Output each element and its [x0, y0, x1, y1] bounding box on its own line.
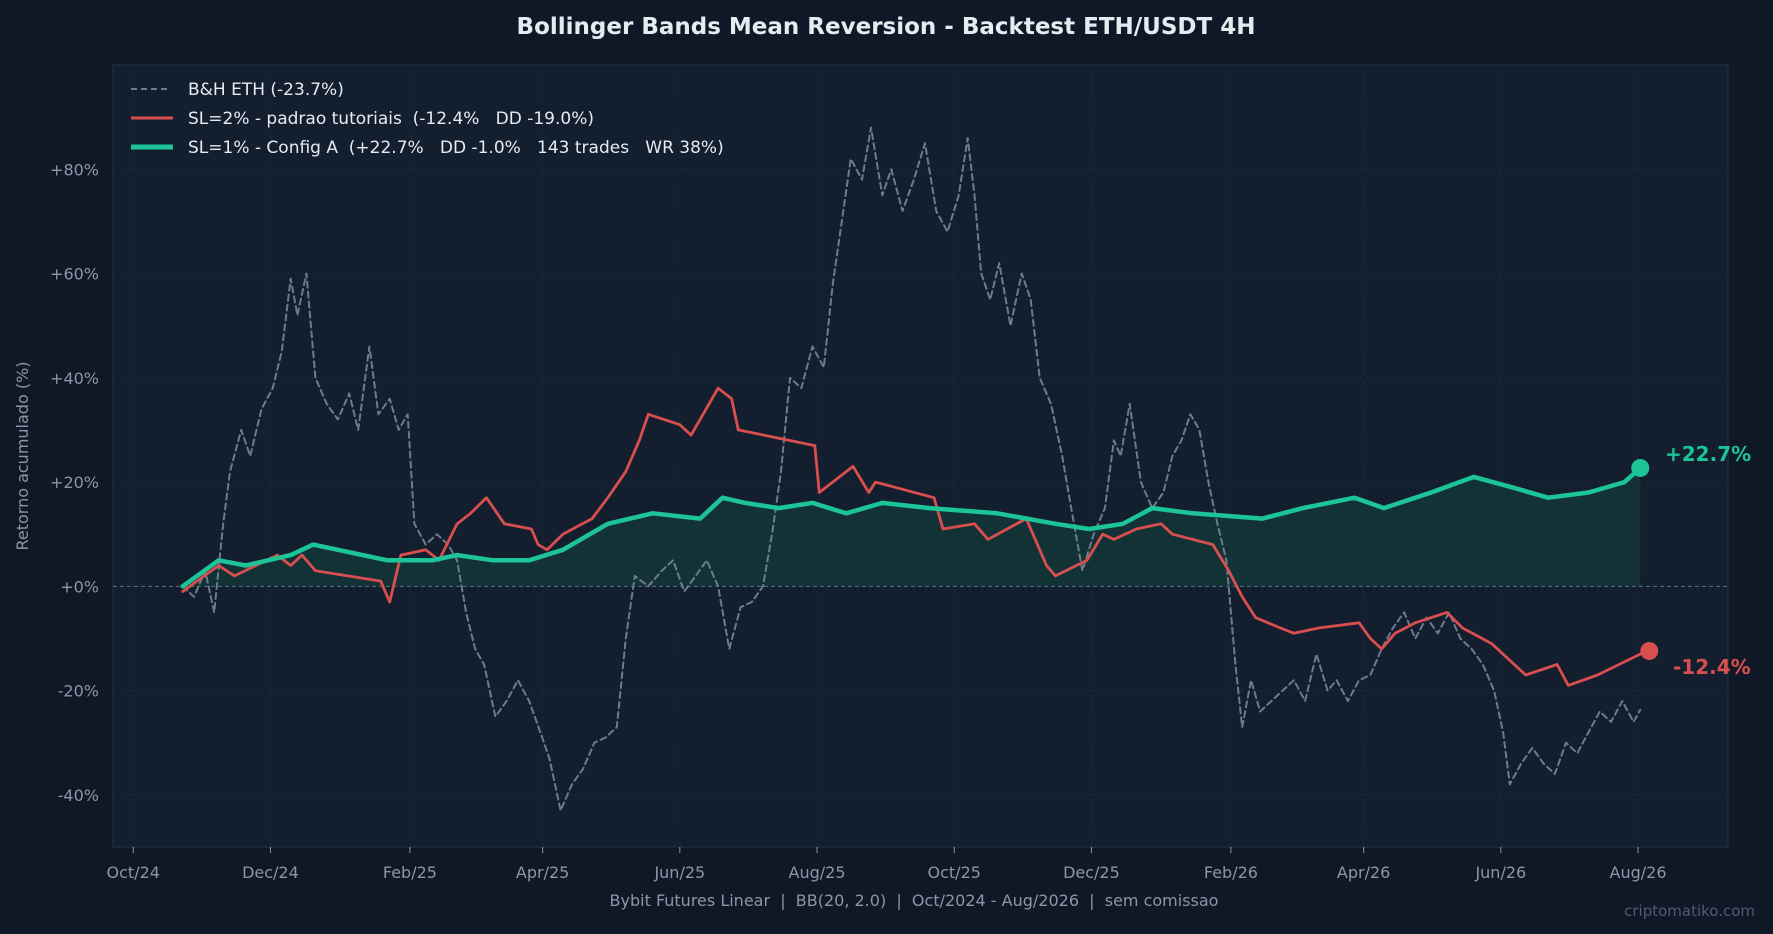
watermark: criptomatiko.com: [1624, 902, 1755, 920]
y-tick-label: +60%: [50, 265, 99, 284]
x-tick-label: Jun/26: [1474, 863, 1526, 882]
x-tick-label: Aug/25: [789, 863, 846, 882]
x-tick-label: Apr/25: [516, 863, 569, 882]
x-tick-label: Feb/26: [1204, 863, 1258, 882]
chart-title: Bollinger Bands Mean Reversion - Backtes…: [517, 14, 1256, 40]
y-tick-label: +20%: [50, 473, 99, 492]
y-tick-label: -20%: [58, 682, 99, 701]
series-line-sl1: [180, 465, 1643, 589]
end-marker-sl2: [1640, 641, 1659, 660]
x-tick-label: Apr/26: [1337, 863, 1390, 882]
y-tick-label: -40%: [58, 786, 99, 805]
series-line-bh: [181, 126, 1642, 812]
x-tick-label: Feb/25: [383, 863, 437, 882]
chart-caption: Bybit Futures Linear | BB(20, 2.0) | Oct…: [610, 891, 1219, 910]
series-line-sl2: [181, 386, 1651, 687]
legend-label-sl1: SL=1% - Config A (+22.7% DD -1.0% 143 tr…: [188, 138, 724, 158]
y-tick-labels: -40% -20% +0% +20% +40% +60% +80%: [50, 160, 99, 805]
y-axis-label: Retorno acumulado (%): [13, 361, 32, 550]
end-marker-sl1: [1631, 458, 1650, 477]
legend-label-bh: B&H ETH (-23.7%): [188, 80, 344, 100]
x-tick-label: Oct/25: [928, 863, 981, 882]
x-tick-label: Dec/25: [1063, 863, 1120, 882]
plot-area: [112, 64, 1729, 848]
x-tick-label: Oct/24: [107, 863, 160, 882]
end-label-sl1: +22.7%: [1665, 442, 1751, 466]
end-label-sl2: -12.4%: [1673, 655, 1751, 679]
end-markers: [1631, 458, 1659, 660]
x-tick-label: Aug/26: [1610, 863, 1667, 882]
y-tick-label: +0%: [60, 577, 99, 596]
legend-label-sl2: SL=2% - padrao tutoriais (-12.4% DD -19.…: [188, 109, 594, 129]
y-tick-label: +80%: [50, 160, 99, 179]
legend: B&H ETH (-23.7%) SL=2% - padrao tutoriai…: [131, 80, 724, 158]
x-tick-label: Dec/24: [242, 863, 299, 882]
y-tick-label: +40%: [50, 369, 99, 388]
x-tick-labels: Oct/24 Dec/24 Feb/25 Apr/25 Jun/25 Aug/25 Oct/…: [107, 863, 1667, 882]
x-tick-label: Jun/25: [653, 863, 705, 882]
series-lines: [180, 126, 1651, 812]
